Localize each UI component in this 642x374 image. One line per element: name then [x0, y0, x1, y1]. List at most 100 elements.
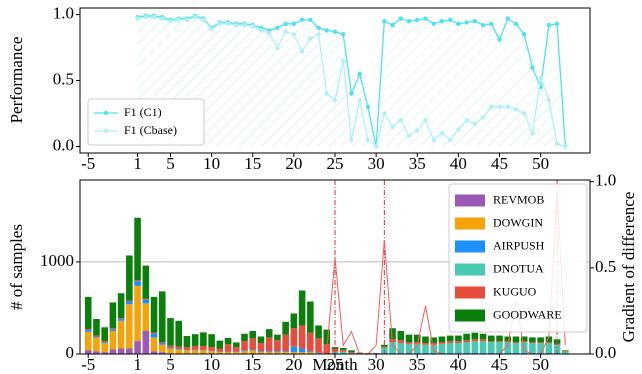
bar-segment: [537, 342, 544, 343]
point: [332, 29, 338, 34]
legend-swatch: [455, 286, 485, 299]
point: [341, 58, 346, 63]
point: [176, 17, 181, 23]
bar-segment: [315, 352, 322, 354]
point: [192, 15, 198, 20]
bar-segment: [496, 342, 503, 354]
point: [406, 18, 412, 24]
legend-swatch: [103, 110, 109, 116]
point: [357, 98, 362, 103]
y-tick-label: 1000: [40, 251, 74, 270]
bar-segment: [216, 352, 224, 354]
point: [266, 30, 272, 36]
x-tick-label: 40: [450, 154, 467, 173]
bar-segment: [512, 342, 520, 343]
point: [258, 28, 264, 33]
bar-segment: [117, 319, 125, 321]
bar-segment: [158, 342, 166, 345]
x-tick-label: 35: [409, 355, 426, 374]
point: [521, 111, 527, 116]
point: [554, 141, 560, 146]
bar-segment: [183, 336, 191, 348]
point: [439, 131, 445, 136]
x-tick-label: 40: [450, 355, 467, 374]
bar-segment: [257, 336, 265, 343]
bar-segment: [93, 319, 100, 336]
bar-segment: [274, 334, 281, 341]
point: [168, 18, 173, 24]
bar-segment: [109, 328, 117, 330]
bar-segment: [537, 342, 544, 354]
bar-segment: [175, 346, 182, 349]
bar-segment: [101, 327, 108, 342]
legend-swatch: [455, 217, 485, 230]
legend-label: DNOTUA: [493, 261, 544, 275]
point: [415, 128, 420, 133]
bar-segment: [488, 335, 495, 342]
bar-segment: [126, 304, 133, 349]
x-tick-label: 15: [244, 154, 261, 173]
bar-segment: [562, 351, 569, 354]
point: [217, 21, 223, 27]
bar-segment: [101, 352, 108, 354]
point: [497, 37, 502, 42]
bar-segment: [84, 350, 92, 354]
bar-segment: [249, 349, 257, 351]
bar-segment: [298, 325, 306, 349]
bar-segment: [93, 336, 100, 338]
point: [299, 49, 305, 54]
bar-segment: [117, 318, 125, 320]
bar-segment: [117, 320, 125, 349]
bar-segment: [142, 330, 150, 354]
bar-segment: [224, 344, 232, 352]
bar-segment: [158, 342, 166, 343]
bar-segment: [389, 328, 396, 340]
bar-segment: [208, 347, 215, 351]
plot-frame: [79, 179, 591, 355]
point: [349, 137, 354, 143]
bar-segment: [241, 351, 248, 354]
point: [242, 22, 247, 28]
point: [234, 22, 239, 28]
bar-segment: [397, 330, 405, 341]
point: [382, 18, 387, 24]
point: [447, 137, 453, 143]
y2-tick-label: 1.0: [595, 171, 616, 190]
bar-segment: [216, 348, 224, 352]
bar-segment: [134, 281, 141, 286]
bar-segment: [142, 299, 150, 304]
bar-segment: [512, 336, 520, 343]
bar-segment: [520, 336, 528, 342]
x-tick-label: 30: [368, 154, 385, 173]
point: [291, 21, 297, 27]
bar-segment: [339, 349, 347, 352]
bar-segment: [504, 342, 512, 354]
bar-segment: [191, 334, 199, 347]
point: [472, 121, 478, 127]
x-tick-label: 30: [368, 355, 385, 374]
bar-segment: [562, 350, 569, 352]
bar-segment: [93, 351, 100, 354]
bar-segment: [339, 351, 347, 354]
legend-label: GOODWARE: [493, 307, 562, 321]
legend-swatch: [103, 128, 109, 134]
point: [283, 29, 288, 34]
point: [423, 16, 428, 21]
bar-segment: [479, 339, 487, 342]
bar-segment: [397, 342, 405, 354]
bar-segment: [183, 350, 191, 354]
point: [472, 18, 478, 24]
bar-segment: [84, 331, 92, 351]
y-axis-label: # of samples: [7, 224, 26, 310]
bar-segment: [175, 320, 182, 347]
bar-segment: [257, 352, 265, 354]
x-tick-label: 45: [491, 154, 508, 173]
bar-segment: [315, 325, 322, 339]
legend-label: F1 (Cbase): [124, 123, 177, 137]
bar-segment: [142, 298, 150, 300]
bar-segment: [134, 341, 141, 354]
bar-segment: [249, 330, 257, 339]
bar-segment: [397, 340, 405, 343]
legend-label: DOWGIN: [493, 215, 543, 229]
